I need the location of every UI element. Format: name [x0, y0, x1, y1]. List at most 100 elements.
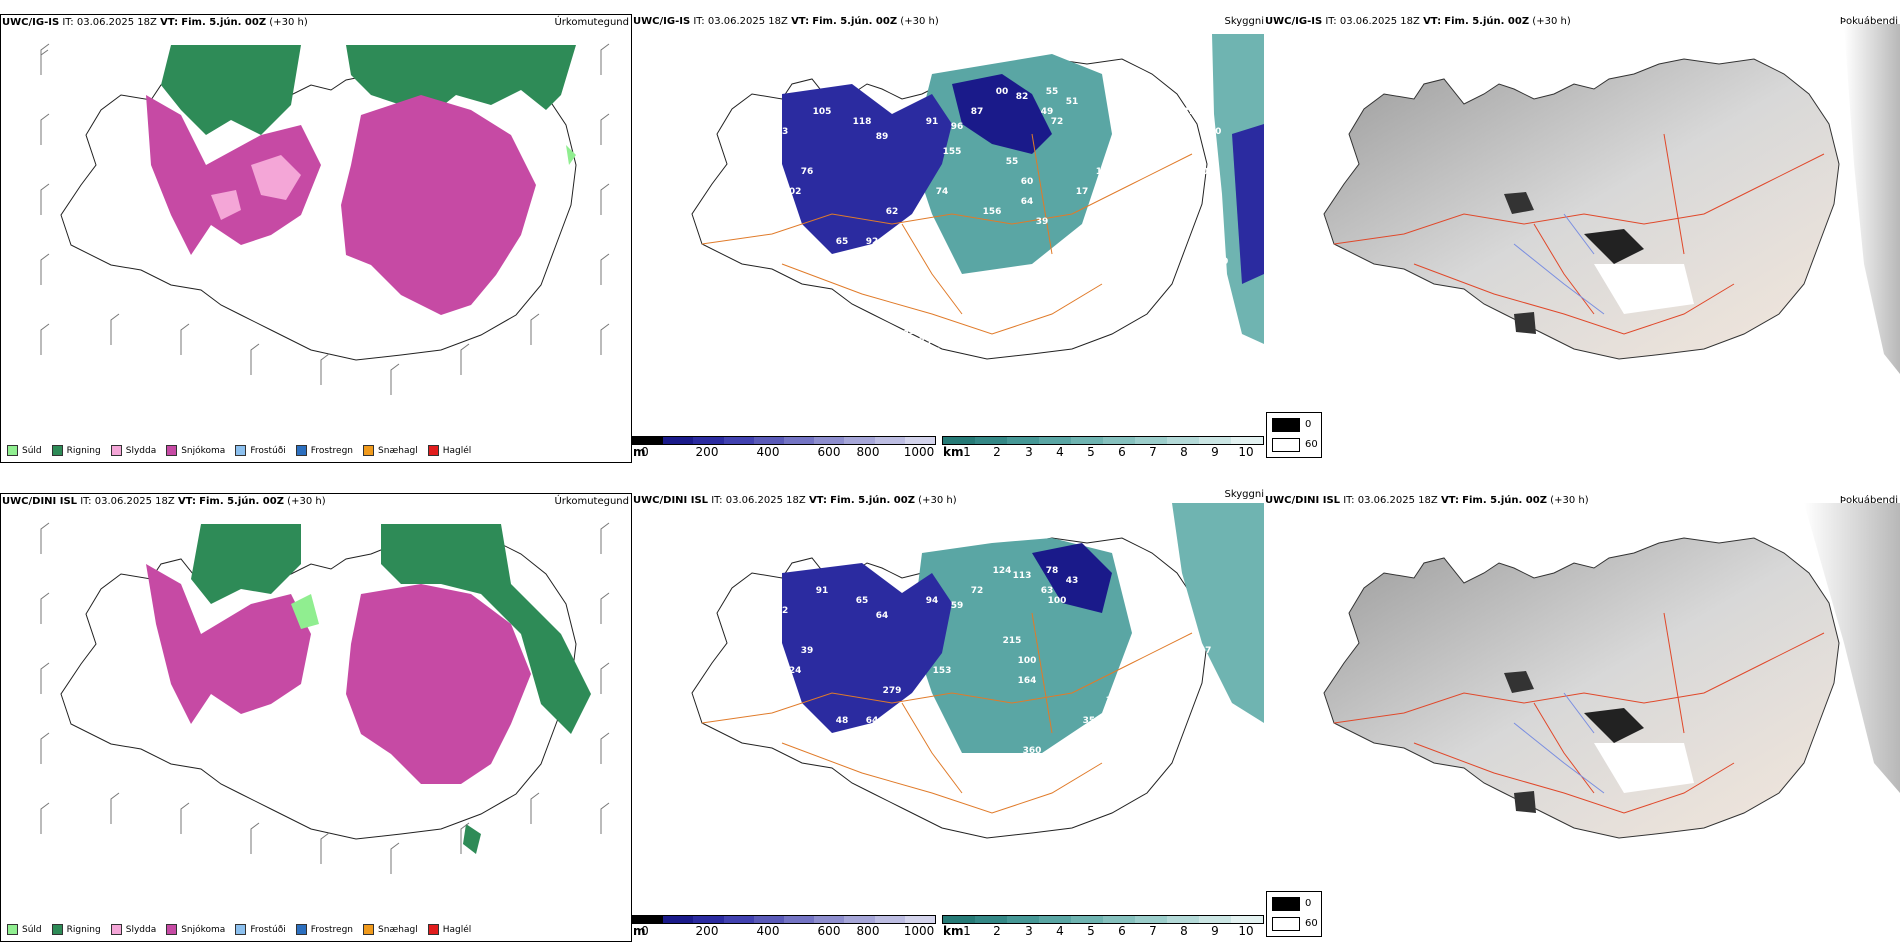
visibility-value-label: 64 [866, 716, 879, 726]
visibility-value-label: 153 [933, 666, 952, 676]
colorbar-segment [874, 916, 905, 923]
dense-fog-patch [1584, 708, 1644, 743]
dense-fog-patch [1514, 312, 1536, 334]
visibility-value-label: 124 [783, 666, 802, 676]
colorbar-tick: 1000 [903, 924, 935, 938]
legend-item: Snjókoma [166, 924, 225, 935]
visibility-value-label: 134 [1053, 267, 1072, 277]
visibility-value-label: 73 [776, 127, 789, 137]
visibility-value-label: 62 [886, 207, 899, 217]
colorbar-segment [1135, 916, 1167, 923]
visibility-value-label: 41 [1146, 736, 1159, 746]
legend-swatch [7, 924, 18, 935]
visibility-value-label: 84 [1026, 267, 1039, 277]
visibility-value-label: 96 [951, 122, 964, 132]
rain-area [381, 524, 591, 734]
visibility-value-label: 54 [710, 97, 723, 107]
fog-legend-label: 0 [1305, 898, 1312, 909]
colorbar-unit: m [633, 924, 646, 938]
fog-legend-row2: 0 60 [1266, 891, 1322, 937]
legend-swatch [7, 445, 18, 456]
panel-title: UWC/IG-IS IT: 03.06.2025 18Z VT: Fim. 5.… [2, 17, 308, 28]
visibility-value-label: 100 [1018, 656, 1037, 666]
colorbar-tick: 7 [1149, 445, 1157, 459]
snow-area [146, 95, 321, 255]
colorbar-segment [693, 437, 724, 444]
visibility-value-label: 39 [1036, 217, 1049, 227]
visibility-value-label: 197 [1208, 716, 1227, 726]
visibility-value-label: 29 [698, 117, 711, 127]
visibility-value-label: 92 [866, 237, 879, 247]
visibility-value-label: 133 [983, 771, 1002, 781]
field-name: Skyggni [1224, 489, 1264, 500]
fog-legend-row1: 0 60 [1266, 412, 1322, 458]
visibility-value-label: 43 [1066, 576, 1079, 586]
panel-title: UWC/IG-IS IT: 03.06.2025 18Z VT: Fim. 5.… [633, 16, 939, 27]
colorbar-tick: 200 [695, 445, 719, 459]
colorbar-segment [1039, 437, 1071, 444]
colorbar-unit: km [943, 445, 964, 459]
visibility-value-label: 156 [983, 207, 1002, 217]
colorbar-segment [943, 437, 975, 444]
colorbar-tick: 8 [1180, 445, 1188, 459]
colorbar-segment [1199, 437, 1231, 444]
legend-swatch [427, 924, 439, 935]
precip-map-row2 [40, 522, 610, 874]
colorbar-tick: 600 [817, 445, 841, 459]
visibility-value-label: 118 [853, 117, 872, 127]
visibility-value-label: 34 [1106, 696, 1119, 706]
visibility-value-label: 42 [698, 596, 711, 606]
fog-panel-row2: UWC/DINI ISL IT: 03.06.2025 18Z VT: Fim.… [1264, 493, 1900, 913]
colorbar-segment [874, 437, 905, 444]
visibility-value-label: 76 [801, 167, 814, 177]
colorbar-tick: 4 [1056, 924, 1064, 938]
colorbar-tick: 4 [1056, 445, 1064, 459]
legend-item: Frostúði [235, 924, 286, 935]
colorbar-segment [1071, 437, 1103, 444]
colorbar-tick: 200 [695, 924, 719, 938]
colorbar-segment [844, 437, 875, 444]
low-visibility-area [952, 74, 1052, 154]
legend-item: Haglél [427, 924, 471, 935]
colorbar-segment [633, 916, 664, 923]
glacier-white [1594, 743, 1694, 793]
visibility-value-label: 54 [926, 726, 939, 736]
visibility-value-label: 156 [1203, 686, 1222, 696]
field-name: Úrkomutegund [554, 496, 629, 507]
visibility-value-label: 304 [803, 327, 822, 337]
visibility-value-label: 157 [823, 347, 842, 357]
visibility-value-label: 44 [956, 287, 969, 297]
colorbar-tick: 9 [1211, 924, 1219, 938]
colorbar-segment [1167, 437, 1199, 444]
legend-item: Snæhagl [363, 924, 418, 935]
colorbar-segment [844, 916, 875, 923]
glacier-white [1594, 264, 1694, 314]
rain-area [346, 45, 576, 115]
colorbar-segment [663, 437, 694, 444]
colorbar-tick: 0 [641, 924, 649, 938]
road-network [1333, 133, 1825, 335]
visibility-value-label: 65 [856, 596, 869, 606]
visibility-value-label: 215 [1003, 636, 1022, 646]
visibility-value-label: 89 [876, 132, 889, 142]
visibility-value-label: 72 [1051, 117, 1064, 127]
colorbar-tick: 800 [856, 445, 880, 459]
colorbar-km [942, 436, 1264, 445]
visibility-value-label: 105 [813, 107, 832, 117]
visibility-value-label: 49 [1211, 237, 1224, 247]
legend-swatch [363, 445, 375, 456]
legend-swatch [363, 924, 375, 935]
colorbar-segment [1071, 916, 1103, 923]
visibility-value-label: 73 [710, 576, 723, 586]
colorbar-segment [1007, 916, 1039, 923]
colorbar-tick: 8 [1180, 924, 1188, 938]
colorbar-tick: 1 [963, 924, 971, 938]
colorbar-segment [1103, 916, 1135, 923]
drizzle-area [291, 594, 319, 629]
visibility-value-label: 50 [1196, 167, 1209, 177]
rivers [1513, 692, 1605, 794]
visibility-value-label: 91 [926, 117, 939, 127]
